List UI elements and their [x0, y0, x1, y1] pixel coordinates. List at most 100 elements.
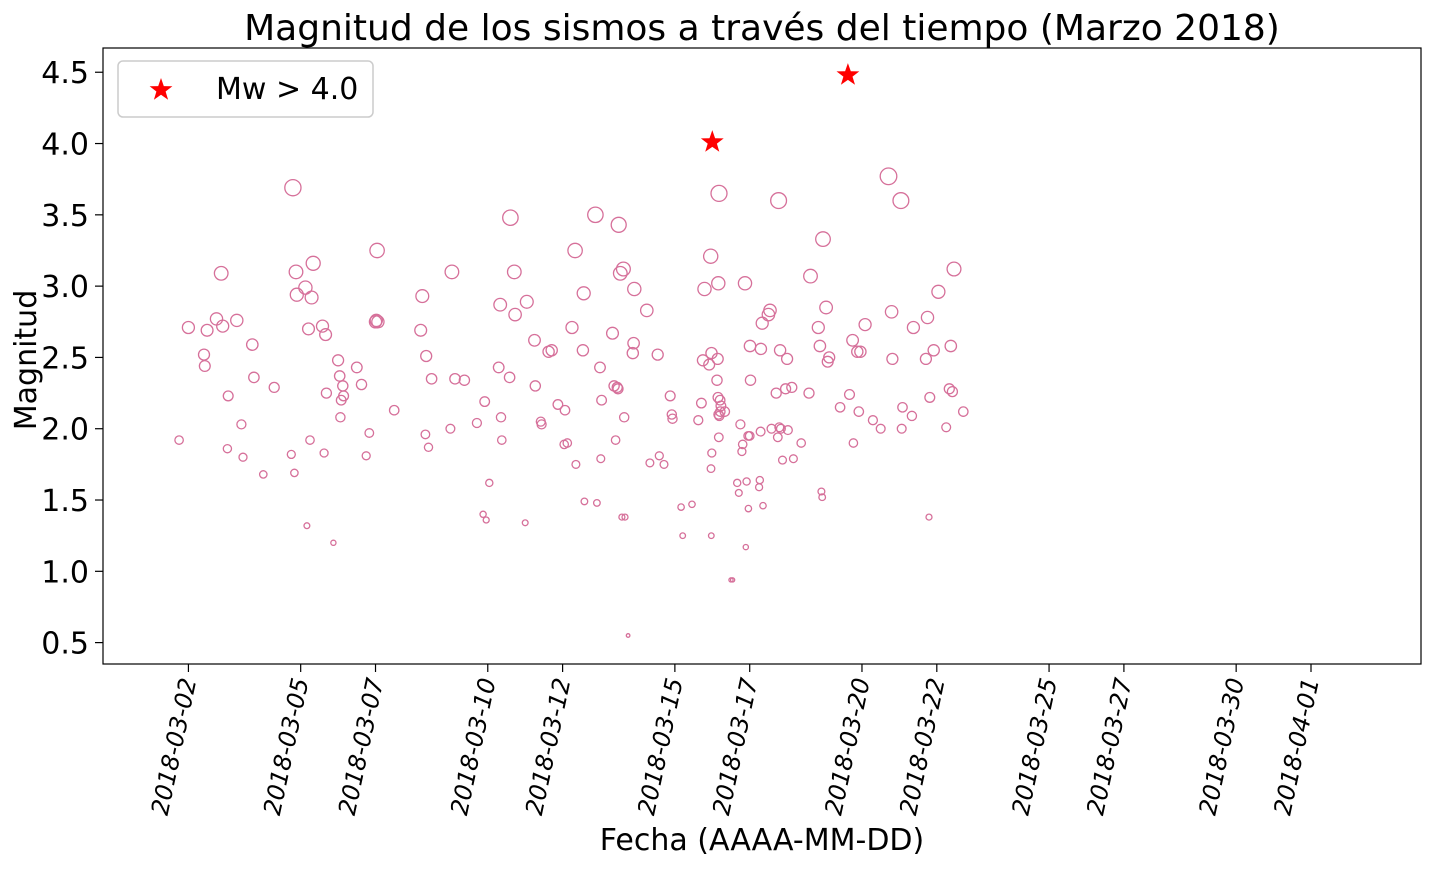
data-point	[627, 281, 642, 297]
data-point	[896, 423, 907, 434]
data-point	[854, 345, 867, 358]
data-point	[333, 370, 346, 382]
data-point	[587, 206, 604, 224]
data-point	[565, 320, 579, 335]
data-point	[843, 388, 856, 401]
data-point	[371, 315, 385, 329]
data-point	[230, 313, 244, 328]
data-point	[654, 451, 664, 461]
data-point	[796, 438, 807, 448]
x-tick-label: 2018-03-17	[707, 675, 764, 818]
data-point	[289, 287, 304, 302]
data-point	[744, 504, 753, 513]
data-point	[610, 435, 621, 445]
data-point	[580, 497, 589, 506]
data-point	[744, 374, 757, 386]
data-point	[625, 633, 631, 638]
data-point	[875, 423, 886, 434]
data-point	[693, 415, 704, 426]
data-point	[714, 394, 726, 406]
data-point	[706, 464, 716, 474]
data-point	[846, 333, 860, 347]
data-point	[803, 387, 815, 399]
star-point	[836, 63, 860, 85]
x-tick-label: 2018-03-05	[258, 675, 314, 817]
data-point	[213, 265, 229, 281]
data-point	[445, 423, 456, 434]
data-point	[528, 333, 541, 347]
data-point	[567, 242, 583, 259]
data-point	[420, 429, 431, 440]
x-tick-label: 2018-03-12	[520, 675, 576, 817]
data-point	[458, 374, 471, 386]
data-point	[288, 264, 304, 280]
data-point	[779, 383, 792, 395]
data-point	[943, 383, 955, 395]
data-point	[238, 452, 248, 462]
data-point	[946, 261, 962, 277]
data-point	[618, 412, 630, 423]
data-point	[957, 406, 969, 417]
data-point	[236, 419, 247, 430]
y-tick-label: 2.5	[41, 341, 89, 376]
data-point	[200, 323, 214, 337]
data-point	[754, 483, 764, 492]
data-point	[361, 451, 371, 461]
data-point	[222, 443, 233, 454]
data-point	[906, 410, 918, 422]
data-point	[338, 390, 350, 402]
data-point	[319, 448, 329, 458]
data-point	[605, 326, 620, 340]
legend-label: Mw > 4.0	[216, 72, 358, 107]
data-point	[666, 409, 678, 420]
data-point	[319, 328, 333, 342]
data-point	[679, 532, 687, 540]
data-point	[707, 448, 717, 458]
data-point	[485, 478, 494, 488]
data-point	[737, 276, 753, 291]
data-point	[627, 336, 640, 350]
data-point	[350, 361, 363, 374]
data-point	[626, 346, 640, 360]
data-point	[803, 268, 818, 284]
data-point	[772, 432, 783, 443]
data-point	[688, 500, 696, 509]
data-point	[364, 428, 375, 438]
legend: Mw > 4.0	[117, 60, 374, 118]
data-point	[735, 419, 746, 430]
data-point	[737, 439, 748, 450]
data-point	[677, 503, 685, 511]
data-point	[425, 372, 438, 385]
data-point	[506, 264, 522, 280]
data-point	[444, 264, 460, 280]
data-point	[743, 339, 757, 353]
x-axis-label: Fecha (AAAA-MM-DD)	[600, 823, 924, 858]
x-tick-label: 2018-03-02	[146, 675, 202, 817]
data-point	[545, 344, 558, 357]
x-tick-label: 2018-03-25	[1007, 675, 1063, 817]
data-point	[697, 281, 712, 297]
data-point	[906, 320, 921, 335]
data-point	[612, 383, 624, 395]
y-tick-label: 4.5	[41, 56, 89, 91]
data-point	[695, 397, 707, 409]
data-point	[818, 493, 827, 502]
data-point	[612, 265, 628, 281]
data-point	[734, 488, 743, 497]
data-point	[305, 435, 315, 445]
legend-box	[117, 60, 374, 118]
data-point	[618, 513, 626, 521]
legend-star-marker	[149, 78, 173, 100]
data-point	[559, 404, 571, 416]
data-point	[337, 380, 349, 392]
data-point	[742, 543, 750, 551]
data-point	[479, 396, 491, 408]
data-point	[755, 475, 765, 485]
x-tick-label: 2018-03-15	[632, 675, 688, 817]
data-point	[773, 344, 787, 357]
data-point	[529, 380, 542, 392]
data-point	[615, 261, 631, 277]
data-point	[209, 312, 224, 326]
data-point	[705, 346, 718, 360]
